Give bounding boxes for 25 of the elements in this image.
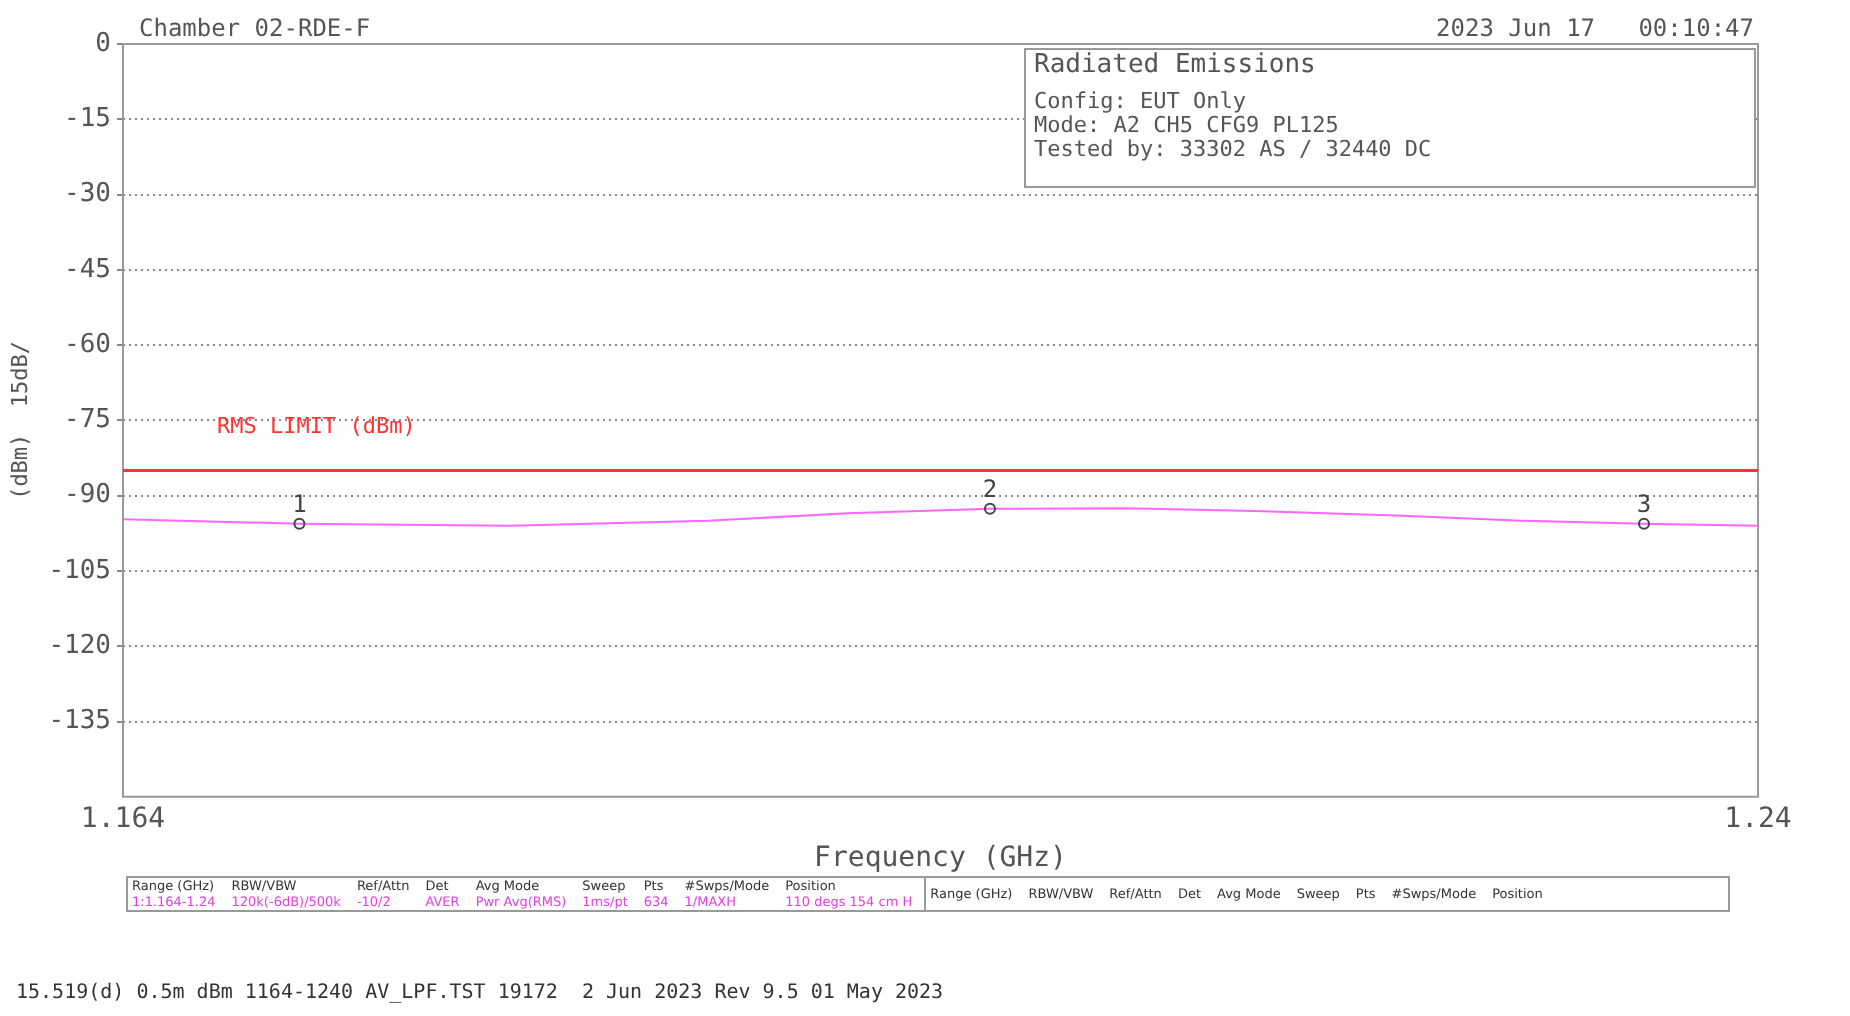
chart-subtitle: 2023 Jun 17 00:10:47 [1436, 14, 1754, 43]
annotation: Config: EUT Only [1034, 88, 1248, 114]
y-axis-title: (dBm) 15dB/ [6, 340, 33, 500]
y-tick-label: -135 [48, 706, 112, 737]
x-axis-title: Frequency (GHz) [814, 842, 1067, 875]
annotation: Tested by: 33302 AS / 32440 DC [1034, 136, 1434, 162]
annotation: 2 [982, 474, 998, 503]
y-tick-label: -105 [48, 555, 112, 586]
chart-title: Chamber 02-RDE-F [139, 14, 371, 43]
annotation: Radiated Emissions [1034, 50, 1318, 80]
y-tick-label: 0 [95, 28, 112, 59]
y-tick-label: -30 [64, 179, 112, 210]
y-tick-label: -60 [64, 329, 112, 360]
ref-line-label: RMS LIMIT (dBm) [217, 413, 416, 440]
x-tick-label: 1.164 [80, 802, 166, 835]
annotation: 3 [1636, 490, 1652, 519]
y-tick-label: -75 [64, 405, 112, 436]
annotation: Mode: A2 CH5 CFG9 PL125 [1034, 112, 1341, 138]
x-tick-label: 1.24 [1724, 802, 1792, 835]
y-tick-label: -45 [64, 254, 112, 285]
y-tick-label: -15 [64, 104, 112, 135]
y-tick-label: -120 [48, 630, 112, 661]
y-tick-label: -90 [64, 480, 112, 511]
annotation: 1 [292, 490, 307, 519]
text: 15.519(d) 0.5m dBm 1164-1240 AV_LPF.TST 19172 2 Jun 2023 Rev 9.5 01 May 2023 [16, 982, 944, 1004]
